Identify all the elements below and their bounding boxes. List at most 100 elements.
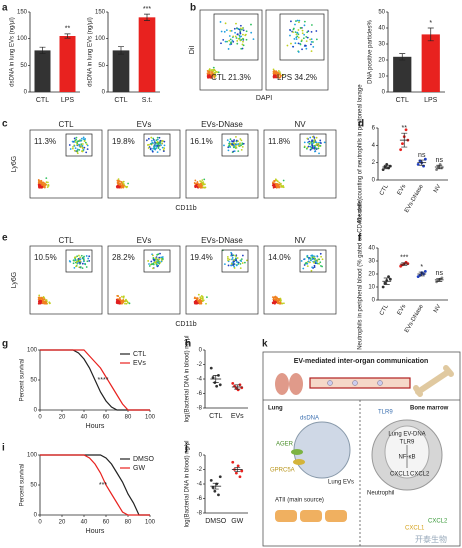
flow-dot — [162, 150, 165, 153]
flow-dot — [206, 72, 209, 75]
flow-dot — [81, 262, 84, 265]
y-tick-label: -4 — [197, 482, 203, 488]
flow-dot — [42, 296, 45, 298]
flow-dot — [154, 145, 157, 147]
flow-dot — [147, 137, 150, 140]
point — [211, 376, 215, 379]
flow-dot — [41, 185, 44, 188]
flow-dot — [275, 184, 278, 187]
flow-dot — [81, 143, 84, 145]
flow-dot — [303, 20, 306, 23]
flow-dot — [83, 255, 85, 258]
flow-dot — [76, 148, 79, 151]
y-tick-label: 50 — [98, 63, 105, 69]
legend-label: EVs — [133, 360, 146, 367]
flow-dot — [156, 138, 159, 141]
flow-dot — [159, 141, 162, 144]
flow-dot — [320, 255, 323, 258]
flow-dot — [72, 145, 74, 148]
flow-dot — [49, 302, 51, 305]
flow-dot — [227, 257, 229, 260]
flow-dot — [72, 262, 75, 265]
plot-title: EVs — [137, 120, 152, 129]
lung-ev — [293, 421, 351, 479]
flow-dot — [229, 42, 232, 45]
label: Bone marrow — [410, 406, 449, 412]
flow-dot — [313, 137, 316, 139]
flow-dot — [153, 146, 155, 148]
flow-dot — [45, 177, 48, 180]
flow-dot — [295, 33, 298, 36]
flow-dot — [75, 136, 78, 139]
flow-dot — [297, 29, 300, 31]
flow-dot — [157, 253, 160, 256]
error-bar — [118, 46, 124, 55]
flow-dot — [236, 257, 239, 259]
flow-dot — [78, 143, 81, 146]
flow-dot — [80, 143, 83, 146]
diagram-k — [262, 351, 461, 547]
flow-dot — [305, 40, 308, 43]
annotation: ns — [436, 270, 444, 277]
plot-title: EVs-DNase — [201, 120, 243, 129]
flow-dot — [315, 30, 318, 32]
flow-dot — [212, 66, 215, 69]
flow-dot — [124, 185, 127, 188]
flow-dot — [69, 148, 72, 150]
annotation: ns — [436, 157, 444, 164]
flow-dot — [211, 76, 214, 78]
point — [388, 277, 392, 281]
flow-dot — [82, 260, 85, 263]
point — [211, 486, 215, 490]
flow-dot — [306, 262, 309, 265]
flow-dot — [117, 300, 120, 303]
flow-dot — [200, 297, 202, 300]
flow-dot — [282, 179, 285, 182]
flow-dot — [297, 33, 300, 36]
flow-dot — [282, 74, 285, 76]
flow-dot — [235, 143, 238, 146]
flow-dot — [38, 294, 41, 297]
y-tick-label: -8 — [197, 406, 203, 412]
label: TLR9 — [400, 440, 415, 446]
flow-dot — [201, 183, 204, 186]
gate — [213, 13, 259, 61]
flow-dot — [317, 145, 320, 148]
x-tick-label: CTL — [396, 97, 409, 104]
legend-label: GW — [133, 465, 145, 472]
flow-dot — [217, 71, 220, 74]
flow-dot — [45, 302, 47, 305]
x-tick-label: LPS — [424, 97, 438, 104]
cell — [275, 510, 297, 522]
y-tick-label: 0 — [34, 513, 38, 519]
flow-dot — [303, 33, 306, 36]
flow-dot — [318, 258, 321, 261]
flow-dot — [274, 296, 277, 299]
x-tick-label: S.t. — [142, 97, 153, 104]
flow-dot — [245, 30, 248, 33]
flow-dot — [71, 147, 74, 150]
flow-dot — [312, 41, 314, 43]
flow-dot — [156, 151, 159, 154]
y-tick-label: 0 — [372, 178, 376, 184]
x-tick-label: EVs-DNase — [404, 183, 425, 214]
flow-dot — [310, 38, 313, 41]
flow-dot — [230, 29, 233, 32]
flow-dot — [242, 40, 244, 43]
y-tick-label: 50 — [30, 483, 37, 489]
ev — [327, 380, 333, 386]
flow-dot — [153, 140, 156, 143]
label: CXCL1 — [390, 472, 410, 478]
flow-dot — [321, 265, 324, 268]
flow-dot — [311, 146, 314, 149]
flow-dot — [160, 259, 163, 261]
panel-letter: d — [358, 119, 364, 130]
flow-dot — [237, 261, 240, 264]
flow-dot — [230, 264, 233, 267]
y-axis-label: dsDNA in lung EVs (ng/μl) — [10, 17, 16, 87]
gate — [65, 249, 93, 273]
flow-dot — [238, 34, 241, 37]
y-tick-label: 150 — [17, 10, 28, 16]
x-tick-label: EVs — [397, 184, 408, 197]
annotation: *** — [99, 482, 107, 489]
